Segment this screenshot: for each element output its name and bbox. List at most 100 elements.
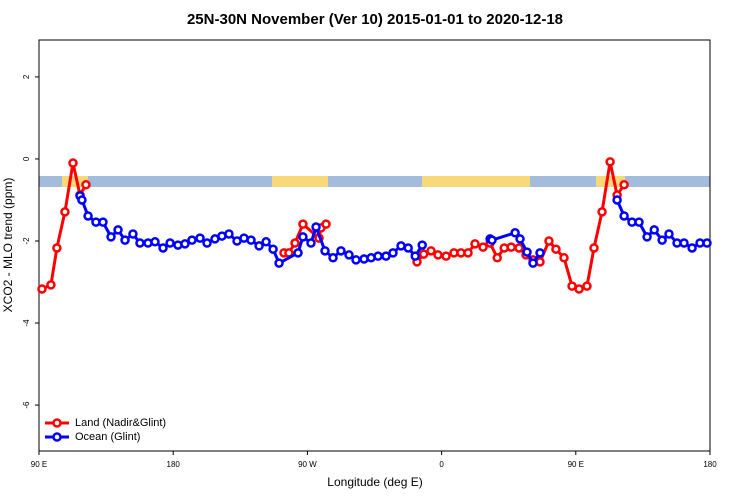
point: [559, 253, 569, 263]
point: [46, 280, 56, 290]
point: [522, 247, 532, 257]
point: [274, 258, 284, 268]
ocean-band: [39, 176, 710, 187]
point: [426, 246, 436, 256]
point: [634, 217, 644, 227]
point: [135, 238, 145, 248]
point: [535, 248, 545, 258]
point: [702, 238, 712, 248]
point: [52, 243, 62, 253]
x-tick-label: 90 E: [568, 460, 584, 469]
point: [510, 228, 520, 238]
point: [433, 250, 443, 260]
point: [470, 239, 480, 249]
point: [492, 253, 502, 263]
point: [679, 238, 689, 248]
x-tick-label: 180: [703, 460, 717, 469]
y-tick-label: 2: [22, 74, 31, 79]
point: [298, 232, 308, 242]
point: [657, 235, 667, 245]
point: [344, 250, 354, 260]
surface-band: [39, 176, 710, 187]
x-tick-label: 90 W: [298, 460, 317, 469]
point: [441, 251, 451, 261]
point: [290, 238, 300, 248]
point: [37, 284, 47, 294]
point: [60, 207, 70, 217]
point: [165, 238, 175, 248]
point: [463, 248, 473, 258]
point: [642, 232, 652, 242]
point: [381, 251, 391, 261]
legend-marker: [52, 418, 62, 428]
point: [514, 243, 524, 253]
point: [113, 225, 123, 235]
point: [528, 258, 538, 268]
land-band: [596, 176, 625, 187]
point: [649, 225, 659, 235]
point: [418, 249, 429, 259]
point: [388, 248, 398, 258]
point: [293, 248, 303, 258]
point: [77, 195, 87, 205]
point: [187, 235, 197, 245]
x-tick-label: 180: [167, 460, 181, 469]
point: [321, 219, 331, 229]
point: [619, 180, 629, 190]
point: [351, 255, 361, 265]
point: [619, 211, 629, 221]
y-axis-label: XCO2 - MLO trend (ppm): [1, 178, 15, 313]
point: [150, 237, 160, 247]
x-tick-label: 0: [439, 460, 444, 469]
point: [120, 235, 130, 245]
point: [106, 232, 116, 242]
y-tick-label: -4: [22, 319, 31, 327]
point: [254, 241, 264, 251]
point: [81, 180, 91, 190]
chart-title: 25N-30N November (Ver 10) 2015-01-01 to …: [187, 11, 563, 28]
point: [158, 243, 168, 253]
land-band: [62, 176, 88, 187]
point: [612, 195, 622, 205]
point: [582, 281, 592, 291]
point: [478, 242, 488, 252]
point: [373, 251, 383, 261]
land-band: [422, 176, 530, 187]
point: [506, 242, 516, 252]
legend-label: Land (Nadir&Glint): [75, 417, 166, 429]
legend-marker: [52, 432, 62, 442]
point: [320, 246, 330, 256]
point: [328, 253, 338, 263]
legend-label: Ocean (Glint): [75, 431, 140, 443]
point: [605, 157, 615, 167]
point: [597, 207, 607, 217]
point: [487, 235, 497, 245]
point: [98, 217, 108, 227]
point: [246, 235, 256, 245]
point: [298, 219, 308, 229]
point: [687, 243, 697, 253]
y-tick-label: -6: [22, 401, 31, 409]
point: [403, 243, 413, 253]
point: [336, 246, 346, 256]
point: [224, 229, 234, 239]
point: [515, 234, 525, 244]
point: [306, 238, 316, 248]
point: [544, 236, 554, 246]
point: [664, 229, 674, 239]
point: [195, 233, 205, 243]
y-tick-label: -2: [22, 237, 31, 245]
point: [83, 211, 93, 221]
land-band: [272, 176, 328, 187]
x-tick-label: 90 E: [31, 460, 47, 469]
point: [68, 158, 78, 168]
point: [261, 237, 271, 247]
x-axis-label: Longitude (deg E): [327, 475, 422, 489]
point: [180, 239, 190, 249]
point: [589, 243, 599, 253]
point: [410, 251, 420, 261]
y-tick-label: 0: [22, 156, 31, 161]
point: [268, 244, 278, 254]
point: [417, 240, 427, 250]
